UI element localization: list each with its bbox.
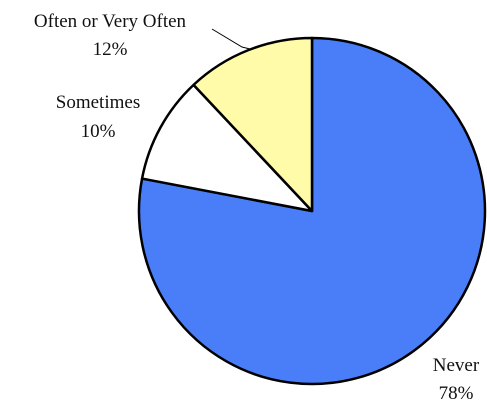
slice-percent-sometimes: 10% (81, 121, 116, 142)
pie-slice-sometimes (140, 83, 314, 213)
leader-lines-group (211, 28, 251, 50)
labels-group: Never 78% Sometimes 10% Often or Very Often 1… (34, 11, 480, 404)
slices-group (137, 36, 487, 386)
leader-line-often-or-very-often (211, 28, 251, 50)
slice-label-sometimes: Sometimes (56, 92, 140, 113)
slice-label-often-or-very-often: Often or Very Often (34, 11, 187, 32)
slice-percent-never: 78% (439, 383, 474, 404)
slice-percent-often-or-very-often: 12% (93, 39, 128, 60)
pie-slice-often-or-very-often (192, 36, 314, 213)
slice-label-never: Never (433, 355, 480, 376)
